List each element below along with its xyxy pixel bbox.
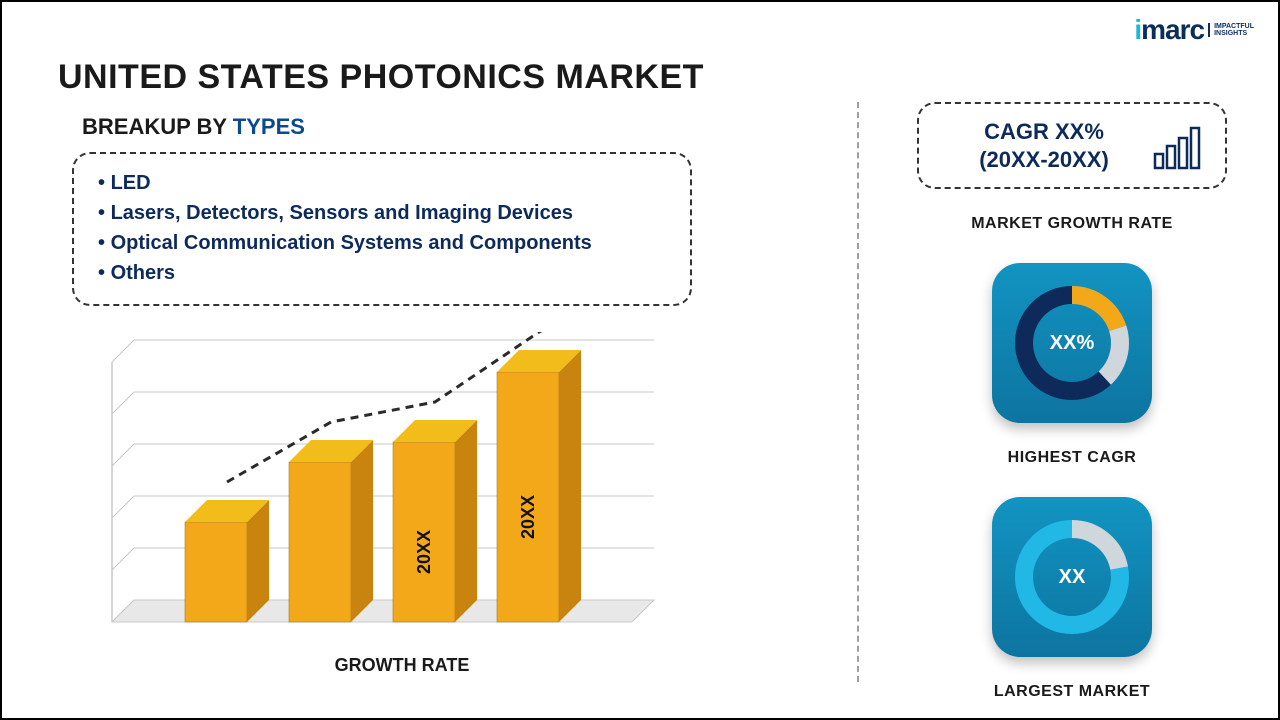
types-box: LED Lasers, Detectors, Sensors and Imagi… [72,152,692,306]
list-item: LED [98,168,666,198]
subtitle-plain: BREAKUP BY [82,114,233,139]
logo-tagline: IMPACTFUL INSIGHTS [1208,23,1254,37]
cagr-box: CAGR XX% (20XX-20XX) [917,102,1227,189]
bar-chart-icon [1151,120,1207,172]
vertical-divider [857,102,859,682]
growth-chart-svg: 20XX20XXCAGR XX% [72,332,732,652]
chart-caption: GROWTH RATE [72,655,732,676]
highest-cagr-value: XX% [1050,332,1094,355]
highest-cagr-label: HIGHEST CAGR [1008,449,1137,467]
svg-text:20XX: 20XX [518,495,538,539]
svg-text:20XX: 20XX [414,530,434,574]
largest-market-label: LARGEST MARKET [994,683,1150,701]
highest-cagr-tile: XX% [992,263,1152,423]
subtitle: BREAKUP BY TYPES [82,114,305,140]
types-list: LED Lasers, Detectors, Sensors and Imagi… [98,168,666,288]
list-item: Others [98,258,666,288]
largest-market-value: XX [1059,566,1086,589]
brand-logo: imarc IMPACTFUL INSIGHTS [1134,14,1254,46]
subtitle-accent: TYPES [233,114,305,139]
list-item: Lasers, Detectors, Sensors and Imaging D… [98,198,666,228]
page-title: UNITED STATES PHOTONICS MARKET [58,58,704,97]
logo-text: imarc [1134,14,1204,46]
cagr-text: CAGR XX% (20XX-20XX) [937,118,1151,173]
growth-chart: 20XX20XXCAGR XX% GROWTH RATE [72,332,732,672]
list-item: Optical Communication Systems and Compon… [98,228,666,258]
right-column: CAGR XX% (20XX-20XX) MARKET GROWTH RATE … [902,102,1242,711]
logo-main-letters: marc [1141,14,1204,45]
largest-market-tile: XX [992,497,1152,657]
market-growth-rate-label: MARKET GROWTH RATE [971,215,1173,233]
